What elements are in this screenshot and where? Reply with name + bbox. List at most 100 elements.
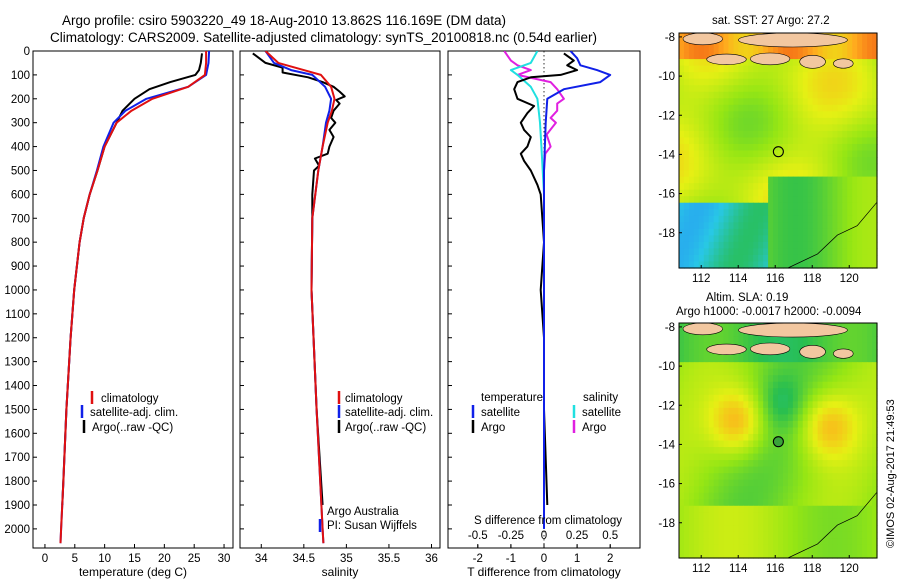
map-cell <box>738 137 744 145</box>
map-cell <box>792 453 799 461</box>
map-cell <box>728 72 735 80</box>
map-cell <box>703 420 710 429</box>
map-cell <box>738 551 744 559</box>
temperature-legend: climatology satellite-adj. clim. Argo(..… <box>80 391 178 434</box>
map-cell <box>862 394 868 402</box>
map-cell <box>713 209 720 217</box>
map-cell <box>827 85 834 93</box>
map-cell <box>802 362 809 370</box>
map-cell <box>782 512 789 520</box>
map-cell <box>847 551 853 559</box>
map-cell <box>827 512 834 520</box>
map-cell <box>738 473 744 481</box>
map-cell <box>758 254 764 263</box>
map-cell <box>797 375 804 383</box>
map-cell <box>837 196 843 204</box>
map-cell <box>827 466 834 474</box>
map-cell <box>748 98 754 106</box>
map-cell <box>753 492 759 500</box>
map-cell <box>792 72 799 80</box>
map-cell <box>693 117 700 125</box>
map-cell <box>768 78 774 86</box>
map-cell <box>773 447 779 455</box>
map-cell <box>862 492 868 500</box>
map-cell <box>782 355 789 363</box>
map-cell <box>703 65 710 73</box>
map-cell <box>733 241 739 250</box>
map-cell <box>688 453 695 461</box>
map-cell <box>743 91 749 99</box>
map-cell <box>778 241 784 250</box>
map-cell <box>713 46 720 54</box>
map-cell <box>733 447 739 455</box>
map-cell <box>728 248 735 256</box>
map-cell <box>688 85 695 93</box>
map-cell <box>812 241 819 250</box>
map-cell <box>872 248 878 256</box>
map-cell <box>688 111 695 119</box>
map-cell <box>857 235 863 243</box>
map-cell <box>723 420 730 429</box>
map-cell <box>713 414 720 422</box>
map-cell <box>703 401 710 409</box>
map-cell <box>748 531 754 540</box>
map-cell <box>763 414 769 422</box>
map-cell <box>768 420 774 429</box>
map-cell <box>683 544 690 553</box>
map-cell <box>703 215 710 223</box>
map-cell <box>738 235 744 243</box>
map-cell <box>822 196 829 204</box>
map-cell <box>787 215 794 223</box>
map-cell <box>693 433 700 442</box>
map-cell <box>723 72 730 80</box>
map-cell <box>679 329 685 337</box>
island <box>799 344 826 359</box>
map-cell <box>733 85 739 93</box>
map-cell <box>718 183 725 191</box>
y-tick-label: -10 <box>658 71 675 83</box>
map-cell <box>683 420 690 429</box>
map-cell <box>802 91 809 99</box>
salinity-difference-tick-label: -0.5 <box>468 530 488 542</box>
map-cell <box>748 78 754 86</box>
map-cell <box>867 375 873 383</box>
map-cell <box>758 355 764 363</box>
map-cell <box>802 215 809 223</box>
map-cell <box>688 460 695 468</box>
map-cell <box>792 505 799 513</box>
map-cell <box>698 427 705 435</box>
map-cell <box>698 433 705 442</box>
map-cell <box>753 78 759 86</box>
map-cell <box>872 215 878 223</box>
map-cell <box>872 538 878 546</box>
map-cell <box>847 479 853 487</box>
map-cell <box>807 486 814 494</box>
map-cell <box>817 538 824 546</box>
map-cell <box>688 46 695 54</box>
map-cell <box>812 150 819 158</box>
legend-title-temperature: temperature <box>481 392 543 404</box>
map-cell <box>832 499 838 507</box>
map-cell <box>787 388 794 396</box>
map-cell <box>827 420 834 429</box>
map-cell <box>723 479 730 487</box>
map-cell <box>723 39 730 47</box>
map-cell <box>703 170 710 178</box>
y-tick-label: 800 <box>11 237 30 249</box>
map-cell <box>683 466 690 474</box>
map-cell <box>847 215 853 223</box>
map-cell <box>847 163 853 171</box>
map-cell <box>862 479 868 487</box>
map-cell <box>867 72 873 80</box>
map-cell <box>753 111 759 119</box>
map-cell <box>842 235 848 243</box>
map-cell <box>768 117 774 125</box>
map-cell <box>723 137 730 145</box>
map-cell <box>748 460 754 468</box>
map-cell <box>713 466 720 474</box>
map-cell <box>758 117 764 125</box>
map-cell <box>778 473 784 481</box>
map-cell <box>832 362 838 370</box>
map-cell <box>683 342 690 350</box>
